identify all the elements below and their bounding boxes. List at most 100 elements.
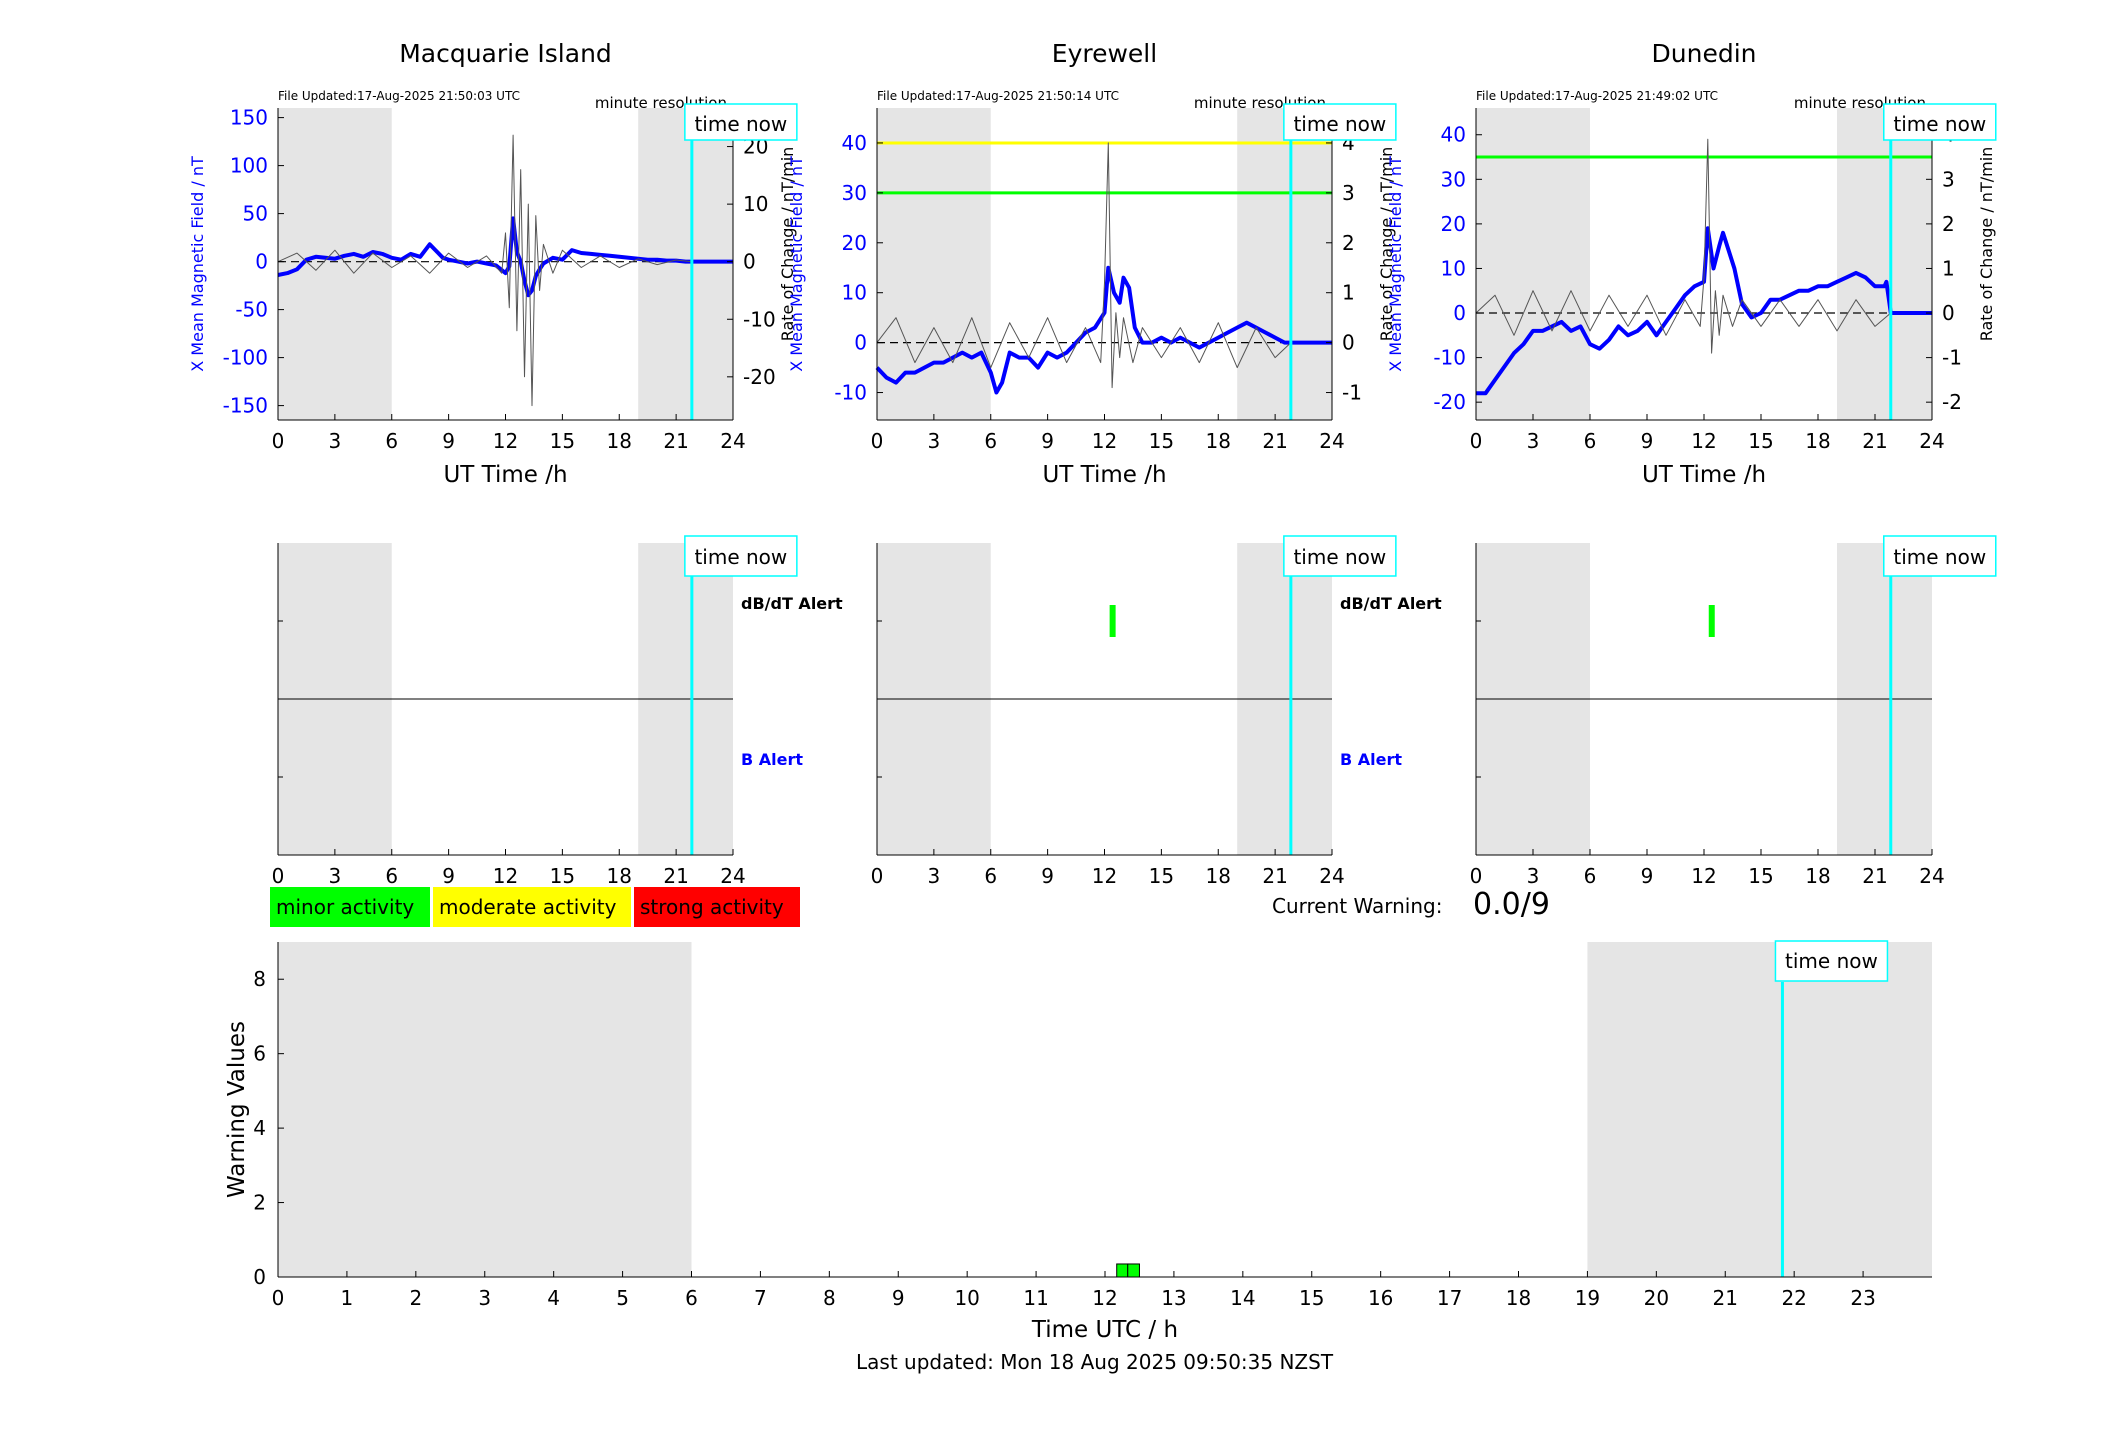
- time-now-box: [1283, 103, 1397, 141]
- legend-label: strong activity: [640, 895, 784, 919]
- time-now-label: time now: [1893, 545, 1986, 569]
- x-tick-label: 4: [547, 1286, 560, 1310]
- y-left-tick-label: 150: [230, 106, 268, 130]
- x-tick-label: 15: [1748, 864, 1773, 888]
- x-tick-label: 16: [1368, 1286, 1393, 1310]
- y-right-tick-label: -10: [743, 307, 776, 331]
- x-tick-label: 0: [272, 1286, 285, 1310]
- y-right-tick-label: -20: [743, 365, 776, 389]
- time-now-label: time now: [1893, 112, 1986, 136]
- legend-swatch: [433, 887, 631, 927]
- x-tick-label: 0: [1470, 429, 1483, 453]
- time-now-box: [1883, 535, 1997, 577]
- x-tick-label: 0: [1470, 864, 1483, 888]
- y-left-tick-label: 40: [842, 131, 867, 155]
- x-tick-label: 3: [329, 864, 342, 888]
- x-tick-label: 24: [1919, 429, 1944, 453]
- x-tick-label: 6: [1584, 864, 1597, 888]
- x-tick-label: 21: [1862, 864, 1887, 888]
- field-series-line: [1476, 226, 1932, 396]
- y-left-tick-label: 30: [842, 181, 867, 205]
- y-left-tick-label: 100: [230, 154, 268, 178]
- x-axis-label: UT Time /h: [1642, 462, 1766, 488]
- dbdt-alert-row-label: dB/dT Alert: [1340, 594, 1442, 613]
- panel-title: Eyrewell: [1052, 39, 1157, 68]
- rate-series-line: [1475, 138, 1892, 354]
- eyrewell-alert-panel: 0 3 6 9 12 15 18 21 24 dB/dT Alert B Alert time now: [871, 535, 1442, 888]
- y-left-tick-label: 0: [1453, 301, 1466, 325]
- file-updated-label: File Updated:17-Aug-2025 21:50:03 UTC: [278, 89, 520, 103]
- panel-title: Dunedin: [1652, 39, 1757, 68]
- field-series-line: [875, 265, 1332, 395]
- time-now-box: [684, 103, 798, 141]
- time-now-label: time now: [694, 545, 787, 569]
- warning-values-panel: 0 1 2 3 4 5 6 7 8 9 10 11 12 13 14 15 16 17 18 19 20 21 22 2302…: [224, 940, 1932, 1343]
- x-tick-label: 13: [1161, 1286, 1186, 1310]
- x-tick-label: 12: [1092, 429, 1117, 453]
- time-now-box: [1283, 535, 1397, 577]
- y-tick-label: 4: [253, 1116, 266, 1140]
- x-tick-label: 15: [1149, 429, 1174, 453]
- time-now-box: [684, 535, 798, 577]
- y-left-tick-label: 20: [1441, 212, 1466, 236]
- x-tick-label: 23: [1850, 1286, 1875, 1310]
- y-tick-label: 8: [253, 967, 266, 991]
- y-left-tick-label: 50: [243, 202, 268, 226]
- x-tick-label: 0: [272, 864, 285, 888]
- current-warning-value: 0.0/9: [1473, 887, 1550, 922]
- x-tick-label: 18: [1506, 1286, 1531, 1310]
- x-tick-label: 17: [1437, 1286, 1462, 1310]
- x-tick-label: 12: [493, 864, 518, 888]
- x-tick-label: 19: [1575, 1286, 1600, 1310]
- file-updated-label: File Updated:17-Aug-2025 21:50:14 UTC: [877, 89, 1119, 103]
- y-left-tick-label: -10: [1433, 346, 1466, 370]
- x-tick-label: 9: [1641, 429, 1654, 453]
- alert-bar: [1109, 605, 1116, 637]
- x-tick-label: 7: [754, 1286, 767, 1310]
- b-alert-row-label: B Alert: [1340, 750, 1402, 769]
- y-right-tick-label: 2: [1342, 231, 1355, 255]
- x-tick-label: 1: [341, 1286, 354, 1310]
- y-left-tick-label: 10: [1441, 256, 1466, 280]
- x-tick-label: 15: [1149, 864, 1174, 888]
- y-left-tick-label: 0: [255, 250, 268, 274]
- x-tick-label: 12: [1691, 864, 1716, 888]
- dunedin-alert-panel: 0 3 6 9 12 15 18 21 24 time now: [1470, 535, 1997, 888]
- night-shading: [638, 108, 733, 420]
- y-right-tick-label: 1: [1942, 256, 1955, 280]
- night-shading: [1237, 108, 1332, 420]
- x-tick-label: 21: [663, 429, 688, 453]
- time-now-label: time now: [694, 112, 787, 136]
- x-tick-label: 22: [1781, 1286, 1806, 1310]
- x-tick-label: 12: [493, 429, 518, 453]
- x-tick-label: 18: [607, 864, 632, 888]
- time-now-label: time now: [1785, 949, 1878, 973]
- y-right-tick-label: 3: [1342, 181, 1355, 205]
- night-shading: [877, 108, 991, 420]
- x-tick-label: 24: [720, 429, 745, 453]
- x-tick-label: 3: [1527, 429, 1540, 453]
- y-axis-label: Warning Values: [224, 1021, 250, 1198]
- y-left-tick-label: -50: [235, 298, 268, 322]
- x-tick-label: 3: [928, 864, 941, 888]
- last-updated: Last updated: Mon 18 Aug 2025 09:50:35 N…: [856, 1350, 1334, 1374]
- x-tick-label: 6: [685, 1286, 698, 1310]
- x-tick-label: 8: [823, 1286, 836, 1310]
- x-tick-label: 6: [385, 429, 398, 453]
- time-now-box: [1883, 103, 1997, 141]
- y-right-tick-label: 10: [743, 192, 768, 216]
- y-left-tick-label: -20: [1433, 390, 1466, 414]
- panel-title: Macquarie Island: [399, 39, 612, 68]
- dbdt-alert-row-label: dB/dT Alert: [741, 594, 843, 613]
- x-tick-label: 6: [385, 864, 398, 888]
- x-tick-label: 21: [1262, 429, 1287, 453]
- current-warning-label: Current Warning:: [1272, 894, 1443, 918]
- y-tick-label: 6: [253, 1042, 266, 1066]
- x-tick-label: 24: [720, 864, 745, 888]
- x-tick-label: 21: [1713, 1286, 1738, 1310]
- y-right-tick-label: -1: [1942, 346, 1962, 370]
- y-left-tick-label: -150: [223, 394, 268, 418]
- night-shading: [1587, 942, 1932, 1277]
- x-tick-label: 24: [1319, 864, 1344, 888]
- x-tick-label: 9: [892, 1286, 905, 1310]
